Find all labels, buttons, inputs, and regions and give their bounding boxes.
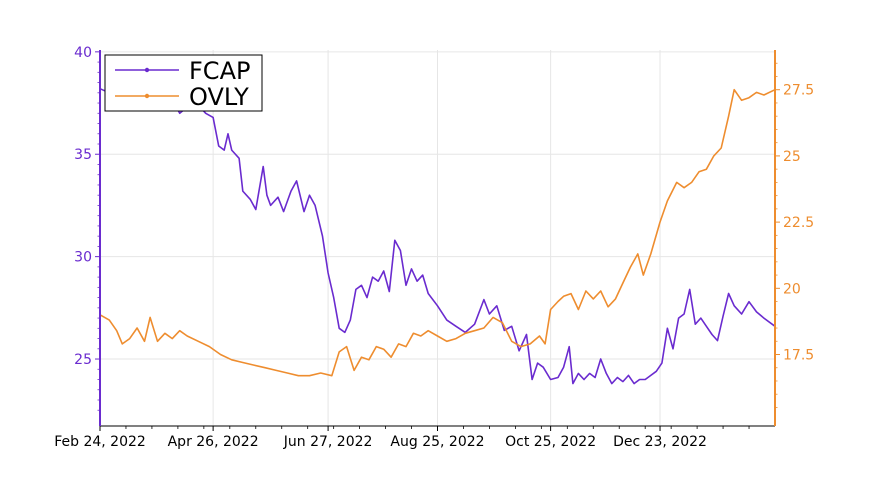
y-right-tick-label: 20 [783, 281, 801, 297]
legend-marker-fcap [144, 67, 150, 73]
grid [99, 50, 775, 426]
y-right-tick-label: 17.5 [783, 348, 814, 364]
axes: Feb 24, 2022 Apr 26, 2022 Jun 27, 2022 Aug … [54, 45, 814, 450]
x-tick-label: Jun 27, 2022 [283, 434, 373, 450]
y-right-tick-label: 27.5 [783, 83, 814, 99]
y-left-tick-label: 40 [74, 45, 92, 61]
x-tick-label: Feb 24, 2022 [54, 434, 146, 450]
y-left-tick-label: 30 [74, 250, 92, 266]
legend-box [104, 54, 263, 112]
legend-marker-ovly [144, 93, 150, 99]
x-tick-label: Apr 26, 2022 [168, 434, 259, 450]
series-layer [99, 87, 776, 385]
legend-label-ovly: OVLY [189, 83, 249, 111]
legend-label-fcap: FCAP [189, 57, 250, 85]
series-line-ovly [99, 88, 776, 377]
y-right-tick-label: 25 [783, 149, 801, 165]
y-right-tick-label: 22.5 [783, 215, 814, 231]
x-tick-label: Oct 25, 2022 [505, 434, 596, 450]
y-left-tick-label: 35 [74, 147, 92, 163]
y-left-tick-label: 25 [74, 352, 92, 368]
x-tick-label: Dec 23, 2022 [613, 434, 707, 450]
series-line-fcap [99, 87, 776, 385]
x-tick-label: Aug 25, 2022 [390, 434, 484, 450]
